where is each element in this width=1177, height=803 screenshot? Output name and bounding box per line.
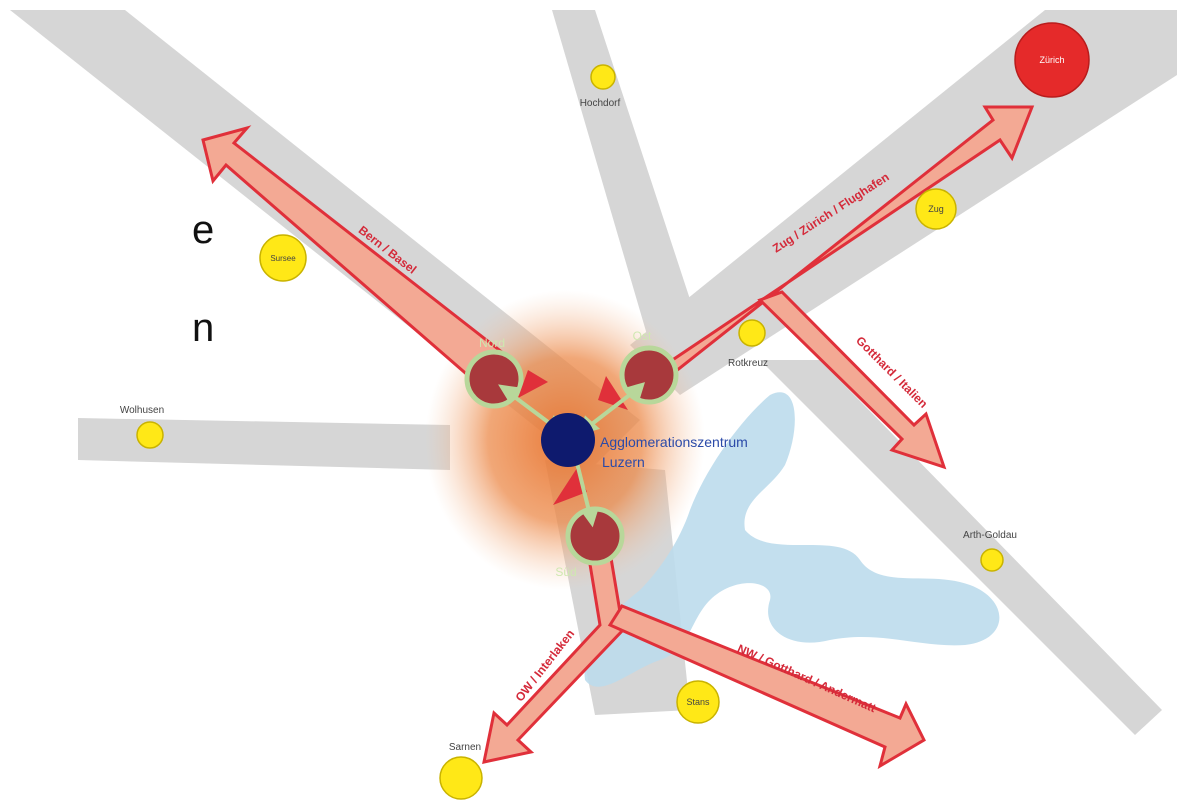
city-zug[interactable] (915, 188, 957, 230)
band-west (78, 418, 450, 470)
city-labels: Zürich Hochdorf Zug Sursee Rotkreuz Wolh… (120, 55, 1065, 753)
arrow-ow-interlaken (482, 537, 625, 764)
cities (136, 64, 1004, 800)
city-sarnen[interactable] (439, 756, 483, 800)
label-sursee: Sursee (270, 254, 296, 263)
label-arth-goldau: Arth-Goldau (963, 530, 1017, 541)
city-wolhusen[interactable] (136, 421, 164, 449)
center-label-line2: Luzern (602, 454, 645, 470)
node-label-ost: Ost (633, 329, 652, 343)
city-zurich[interactable] (1014, 22, 1090, 98)
city-stans[interactable] (676, 680, 720, 724)
corridor-arrows (201, 105, 1035, 770)
center-luzern-dot[interactable] (541, 413, 595, 467)
node-label-sud: Süd (555, 565, 576, 579)
arrow-gotthard (757, 290, 947, 470)
label-hochdorf: Hochdorf (580, 98, 621, 109)
arrow-zug-zurich (640, 105, 1035, 400)
arrow-bern-basel (201, 125, 515, 394)
city-rotkreuz[interactable] (738, 319, 766, 347)
side-text-n: n (192, 306, 215, 350)
center-label-line1: Agglomerationszentrum (600, 434, 748, 450)
band-north (552, 10, 705, 345)
arrow-nw-gotthard (607, 604, 926, 770)
lake (584, 392, 1000, 687)
label-zug: Zug (928, 204, 944, 214)
side-text-e: e (192, 208, 215, 252)
label-sarnen: Sarnen (449, 742, 481, 753)
label-wolhusen: Wolhusen (120, 405, 164, 416)
label-zurich: Zürich (1039, 55, 1064, 65)
label-rotkreuz: Rotkreuz (728, 358, 768, 369)
label-stans: Stans (686, 697, 710, 707)
node-label-nord: Nord (479, 336, 505, 350)
band-southeast (760, 360, 1162, 735)
city-sursee[interactable] (259, 234, 307, 282)
city-arth-goldau[interactable] (980, 548, 1004, 572)
city-hochdorf[interactable] (590, 64, 616, 90)
